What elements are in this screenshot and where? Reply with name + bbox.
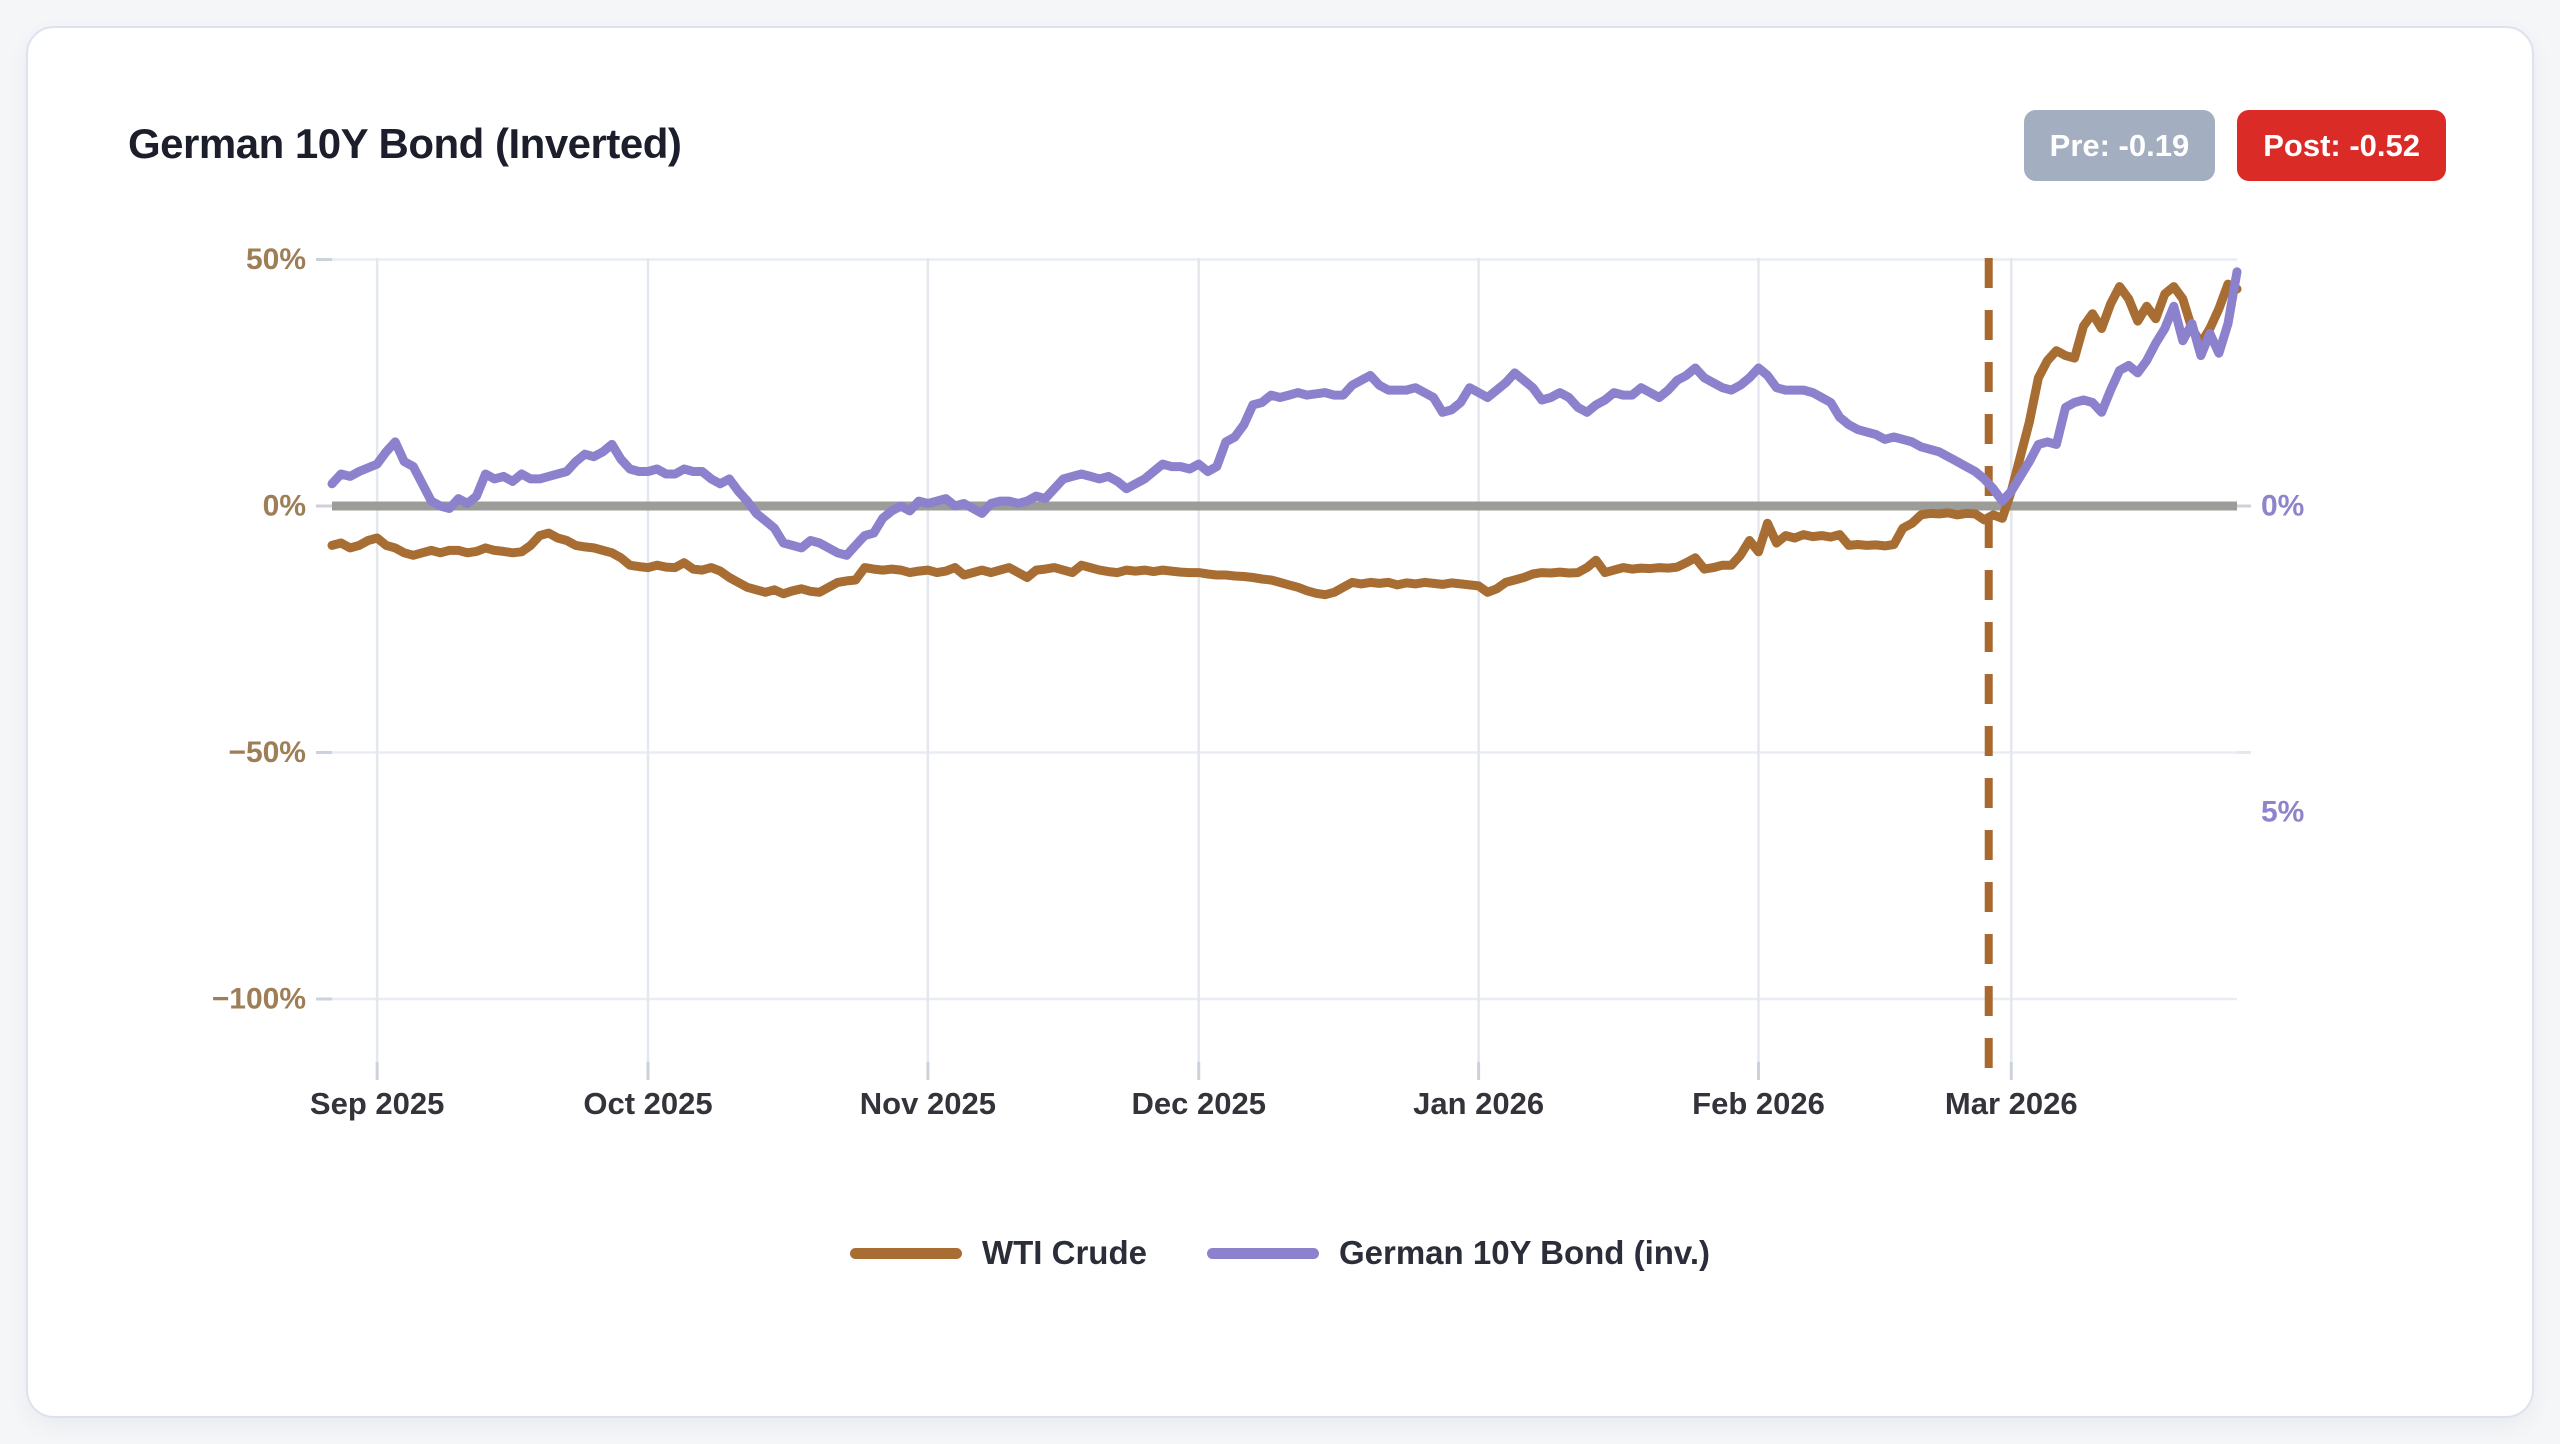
post-value-badge: Post: -0.52 xyxy=(2237,110,2446,182)
german-bond-line xyxy=(327,267,2242,560)
chart-legend: WTI Crude German 10Y Bond (inv.) xyxy=(28,1234,2532,1272)
chart-card: German 10Y Bond (Inverted) Pre: -0.19 Po… xyxy=(26,26,2534,1418)
x-axis-tick-label: Oct 2025 xyxy=(583,1086,712,1121)
legend-item-wti: WTI Crude xyxy=(849,1234,1147,1272)
x-axis-tick-label: Sep 2025 xyxy=(310,1086,444,1121)
legend-label: German 10Y Bond (inv.) xyxy=(1338,1234,1710,1271)
badge-group: Pre: -0.19 Post: -0.52 xyxy=(2023,110,2446,182)
page-title: German 10Y Bond (Inverted) xyxy=(128,120,682,167)
line-chart: 50% 0% −50% −100% Sep 2025 Oct 2025 Nov 2025 De… xyxy=(212,243,2305,1121)
x-axis-tick-label: Feb 2026 xyxy=(1692,1086,1825,1121)
legend-label: WTI Crude xyxy=(981,1234,1147,1271)
y-axis-tick-label: −50% xyxy=(228,736,306,769)
y-axis-tick-label: 0% xyxy=(263,490,306,523)
y-axis-tick-label: −100% xyxy=(212,983,306,1016)
pre-value-badge: Pre: -0.19 xyxy=(2023,110,2216,182)
x-axis-tick-label: Mar 2026 xyxy=(1945,1086,2078,1121)
legend-item-bond: German 10Y Bond (inv.) xyxy=(1206,1234,1710,1272)
wti-crude-swatch xyxy=(849,1247,962,1259)
x-axis-tick-label: Dec 2025 xyxy=(1132,1086,1266,1121)
right-axis-tick-label: 0% xyxy=(2261,490,2304,523)
right-axis-tick-label: 5% xyxy=(2261,796,2304,829)
wti-crude-line xyxy=(327,279,2242,600)
bond-swatch xyxy=(1206,1247,1319,1259)
y-axis-tick-label: 50% xyxy=(246,243,306,276)
x-axis-tick-label: Jan 2026 xyxy=(1413,1086,1544,1121)
x-axis-tick-label: Nov 2025 xyxy=(860,1086,996,1121)
